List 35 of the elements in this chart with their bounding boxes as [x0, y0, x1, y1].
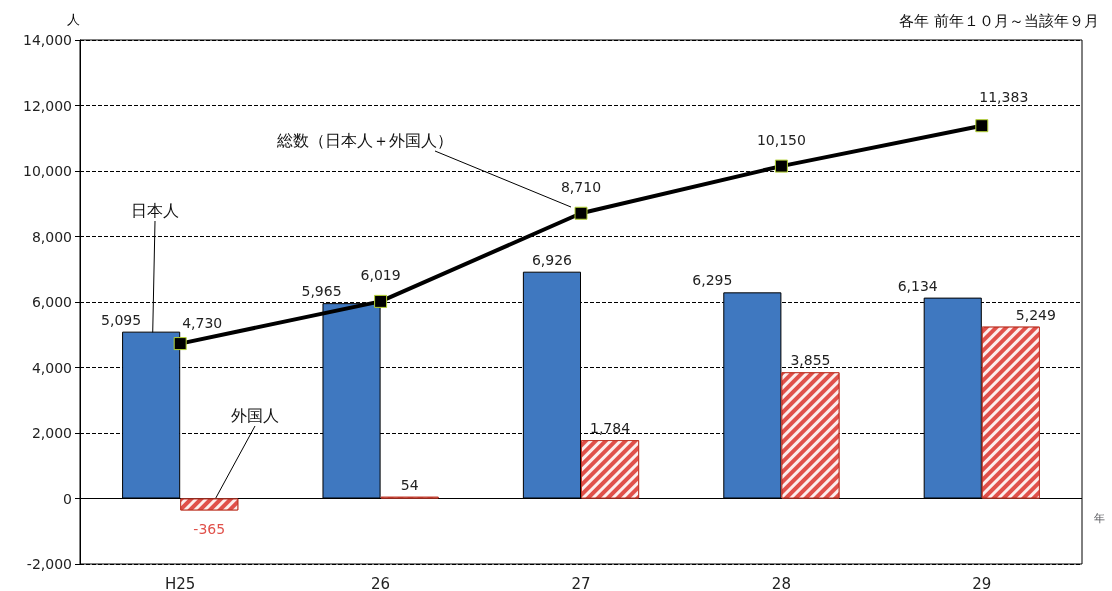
- x-tick-label: 27: [571, 574, 591, 591]
- data-label: 6,295: [692, 272, 733, 289]
- y-tick-label: 8,000: [31, 228, 72, 245]
- data-label: 8,710: [560, 178, 602, 195]
- data-label: 6,926: [531, 251, 573, 268]
- x-tick-label: 28: [771, 574, 791, 591]
- x-tick-label: 26: [371, 574, 391, 591]
- y-tick-label: 0: [63, 490, 72, 507]
- data-label: -365: [193, 521, 226, 538]
- y-tick-label: -2,000: [26, 556, 72, 572]
- y-tick-label: 14,000: [23, 32, 72, 48]
- text: 日本人: [131, 200, 179, 220]
- y-tick-label: 10,000: [23, 163, 72, 179]
- data-label: 10,150: [756, 131, 806, 148]
- data-label: 4,730: [182, 315, 223, 332]
- y-tick-label: 12,000: [23, 97, 72, 114]
- x-axis-title: 年: [1094, 511, 1105, 525]
- data-label: 5,249: [1015, 306, 1056, 323]
- y-tick-label: 6,000: [31, 294, 72, 310]
- data-label: 6,019: [360, 266, 401, 283]
- data-label: 1,784: [590, 420, 631, 437]
- data-label: 54: [400, 476, 419, 493]
- data-label: 5,965: [301, 283, 342, 300]
- y-axis-title: 人: [67, 12, 80, 27]
- text: 外国人: [231, 405, 279, 425]
- data-label: 5,095: [101, 311, 142, 328]
- data-label: 11,383: [979, 89, 1029, 106]
- data-label: 6,134: [897, 277, 938, 294]
- y-tick-label: 2,000: [31, 425, 72, 441]
- data-label: 3,855: [790, 352, 831, 369]
- x-tick-label: H25: [165, 574, 196, 591]
- y-tick-label: 4,000: [31, 359, 72, 376]
- text: 総数（日本人＋外国人）: [276, 130, 453, 150]
- x-tick-label: 29: [972, 574, 992, 591]
- chart-subtitle: 各年 前年１０月～当該年９月: [899, 11, 1100, 30]
